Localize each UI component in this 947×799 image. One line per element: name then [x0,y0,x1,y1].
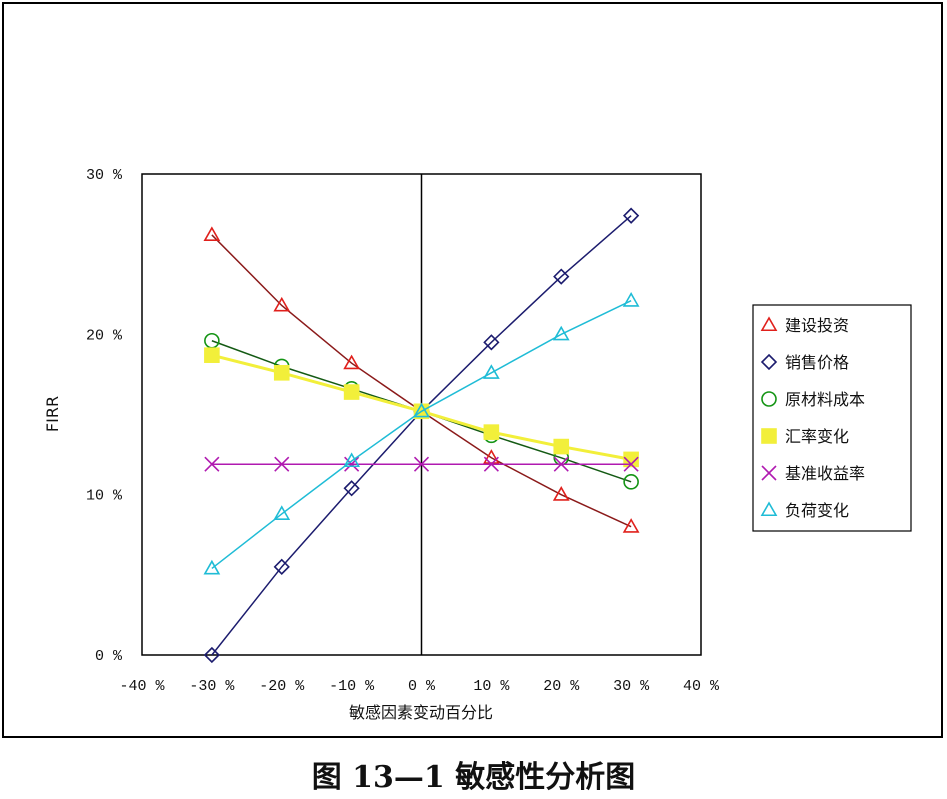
data-point [344,456,360,472]
legend-item: 负荷变化 [760,501,849,520]
x-tick-label: 20 % [543,678,580,695]
legend-item: 建设投资 [760,316,849,335]
legend-label: 汇率变化 [785,427,849,446]
x-tick-label: 10 % [473,678,510,695]
series-6 [203,292,640,575]
chart-frame [2,2,943,738]
data-point [553,456,569,472]
legend-label: 负荷变化 [785,501,849,520]
data-point [622,207,640,224]
data-point [552,486,570,501]
data-point [274,456,290,472]
data-point [203,559,221,575]
legend-marker [761,428,777,444]
legend-label: 基准收益率 [785,464,865,483]
legend-label: 销售价格 [785,353,849,372]
series-5 [204,456,639,472]
y-axis-title: FIRR [43,396,62,432]
data-point [343,384,360,400]
data-point [343,452,361,468]
x-tick-label: -30 % [189,678,235,695]
x-tick-label: -20 % [259,678,305,695]
data-point [622,518,640,533]
data-point [623,456,639,472]
data-point [482,364,500,379]
x-tick-label: 30 % [613,678,650,695]
series-line [211,299,632,570]
legend-marker [761,391,777,407]
y-tick-label: 10 % [86,488,123,505]
x-tick-label: -10 % [329,678,375,695]
data-point [273,296,291,312]
x-tick-label: 40 % [683,678,720,695]
figure-caption: 图 13—1 敏感性分析图 [311,760,636,795]
legend-item: 基准收益率 [761,464,865,483]
data-point [343,354,361,370]
x-axis-title: 敏感因素变动百分比 [349,703,493,722]
data-point [343,480,360,497]
data-point [273,558,290,575]
legend-item: 原材料成本 [761,390,865,409]
data-point [413,402,430,418]
data-point [483,456,499,472]
legend-label: 建设投资 [785,316,849,335]
data-point [553,438,570,455]
y-tick-label: 20 % [86,327,123,344]
data-point [623,451,639,468]
data-point [273,505,291,520]
legend-label: 原材料成本 [785,390,865,409]
data-point [413,456,430,472]
x-tick-label: -40 % [119,678,165,695]
data-point [204,347,220,363]
legend-marker [760,501,778,517]
data-point [622,292,640,307]
data-point [203,226,221,241]
data-point [552,325,570,341]
data-point [623,474,639,490]
y-tick-label: 0 % [95,648,123,665]
data-point [204,456,220,472]
legend-item: 汇率变化 [761,427,849,446]
data-point [483,424,500,440]
legend-marker [760,353,778,371]
data-point [553,268,570,285]
data-point [482,449,500,464]
data-point [273,365,290,381]
legend-item: 销售价格 [760,353,849,372]
data-point [483,334,500,351]
sensitivity-chart: -40 % -30 % -20 % -10 % 0 % 10 % 20 % 30 % 40 % 0… [43,167,912,722]
legend-marker [760,316,778,332]
legend-marker [761,465,777,481]
y-tick-label: 30 % [86,167,123,184]
x-tick-label: 0 % [408,678,436,695]
data-point [203,646,221,664]
legend-box [752,304,912,532]
